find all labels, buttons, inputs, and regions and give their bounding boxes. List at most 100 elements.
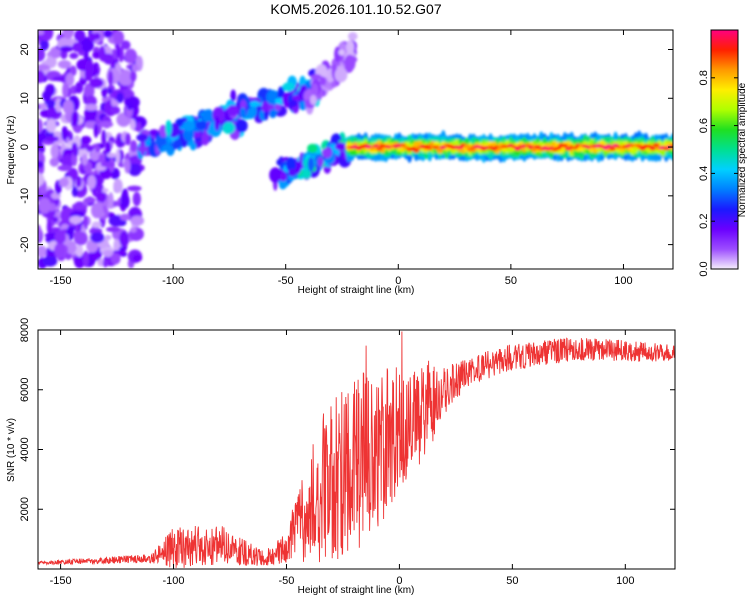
upper-branch-cell — [137, 146, 148, 152]
noise-cloud-cell — [125, 132, 131, 146]
colorbar-tick-label: 0.4 — [698, 166, 710, 181]
noise-cloud-cell — [84, 103, 98, 111]
noise-cloud-cell — [102, 250, 114, 258]
faint-high-branch-cell — [347, 32, 358, 41]
colorbar-gradient — [710, 29, 739, 270]
upper-branch-cell — [182, 120, 196, 132]
noise-cloud-cell — [115, 148, 121, 165]
stable-tone-segment — [605, 144, 613, 148]
noise-cloud-cell — [69, 215, 83, 224]
noise-cloud-cell — [59, 45, 74, 52]
noise-cloud-cell — [40, 39, 49, 51]
noise-cloud-cell — [116, 92, 124, 104]
noise-cloud-cell — [117, 69, 134, 86]
noise-cloud-cell — [126, 101, 134, 111]
noise-cloud-cell — [86, 145, 95, 152]
colorbar-tick-label: 0.0 — [698, 261, 710, 276]
x-tick-label: 100 — [614, 275, 632, 287]
noise-cloud-cell — [99, 121, 114, 128]
noise-cloud-cell — [81, 153, 88, 166]
lower-branch-cell — [288, 168, 297, 177]
noise-cloud-cell — [72, 145, 79, 157]
noise-cloud-cell — [75, 177, 82, 188]
noise-cloud-cell — [38, 70, 45, 84]
noise-cloud-cell — [87, 175, 97, 189]
noise-cloud-cell — [103, 53, 114, 65]
x-tick-label: 100 — [616, 575, 634, 587]
noise-cloud-cell — [57, 164, 73, 172]
faint-high-branch-cell — [338, 49, 345, 56]
y-tick-label: 10 — [19, 92, 31, 104]
noise-cloud-cell — [71, 110, 79, 127]
noise-cloud-cell — [42, 255, 58, 267]
spectrogram-image — [38, 30, 673, 269]
faint-high-branch-cell — [346, 40, 355, 55]
noise-cloud-cell — [57, 59, 72, 69]
snr-y-ticks: 2000 4000 6000 8000 — [19, 318, 675, 521]
upper-branch-cell — [195, 120, 208, 130]
stable-tone-segment — [608, 146, 616, 151]
upper-branch-cell — [274, 103, 282, 111]
colorbar: 0.0 0.2 0.4 0.6 0.8 Normalized spectral ampl… — [698, 29, 748, 277]
noise-cloud-cell — [39, 103, 48, 110]
upper-branch-cell — [269, 109, 277, 119]
noise-cloud-cell — [120, 193, 130, 209]
stable-tone-segment — [463, 144, 471, 149]
noise-cloud-cell — [62, 99, 74, 115]
noise-cloud-cell — [38, 197, 51, 214]
lower-branch-cell — [301, 167, 312, 179]
noise-cloud-cell — [107, 70, 114, 86]
noise-cloud-cell — [105, 141, 112, 155]
noise-cloud-cell — [72, 42, 83, 53]
colorbar-tick-label: 0.2 — [698, 214, 710, 229]
faint-high-branch-cell — [319, 76, 327, 86]
upper-branch-cell — [261, 101, 269, 113]
stable-tone-segment — [554, 146, 562, 150]
noise-cloud-cell — [89, 77, 104, 89]
noise-cloud-cell — [38, 224, 42, 242]
noise-cloud-cell — [62, 30, 75, 40]
noise-cloud-cell — [119, 213, 131, 221]
noise-cloud-cell — [128, 163, 142, 177]
lower-branch-cell — [276, 159, 282, 166]
stable-tone-segment — [369, 146, 376, 151]
noise-cloud-cell — [106, 226, 121, 233]
noise-cloud-cell — [104, 234, 112, 241]
stable-tone-segment — [652, 142, 660, 147]
lower-branch-cell — [307, 157, 315, 172]
noise-cloud-cell — [74, 86, 80, 93]
noise-cloud-cell — [49, 46, 62, 59]
faint-high-branch-cell — [309, 94, 317, 106]
noise-cloud-cell — [65, 72, 75, 87]
noise-cloud-cell — [61, 126, 69, 141]
lower-branch-cell — [321, 147, 332, 159]
noise-cloud-cell — [120, 40, 131, 50]
x-tick-label: -150 — [50, 275, 72, 287]
lower-branch-cell — [278, 179, 287, 190]
upper-branch-cell — [235, 119, 248, 133]
faint-high-branch-cell — [334, 67, 348, 83]
snr-y-axis-label: SNR (10 * v/v) — [6, 418, 17, 482]
noise-cloud-cell — [46, 219, 53, 235]
noise-cloud-cell — [93, 169, 99, 176]
stable-tone-segment — [649, 146, 657, 151]
noise-cloud-cell — [114, 139, 122, 145]
noise-cloud-cell — [130, 70, 137, 82]
noise-cloud-cell — [106, 152, 117, 158]
noise-cloud-cell — [50, 143, 59, 159]
noise-cloud-cell — [124, 48, 138, 64]
snr-panel: -150 -100 -50 0 50 100 2000 4000 6000 8000 Heigh… — [6, 318, 676, 596]
noise-cloud-cell — [90, 232, 105, 243]
noise-cloud-cell — [52, 216, 59, 223]
noise-cloud-cell — [127, 185, 142, 192]
colorbar-label: Normalized spectral amplitude — [737, 82, 748, 217]
lower-branch-cell — [307, 143, 318, 154]
noise-cloud-cell — [38, 160, 44, 169]
noise-cloud-cell — [62, 82, 69, 99]
spectrogram-x-ticks: -150 -100 -50 0 50 100 — [50, 30, 633, 287]
noise-cloud-cell — [130, 215, 145, 226]
y-tick-label: 2000 — [19, 497, 31, 521]
stable-tone-segment — [375, 146, 383, 151]
noise-cloud-cell — [93, 32, 101, 40]
